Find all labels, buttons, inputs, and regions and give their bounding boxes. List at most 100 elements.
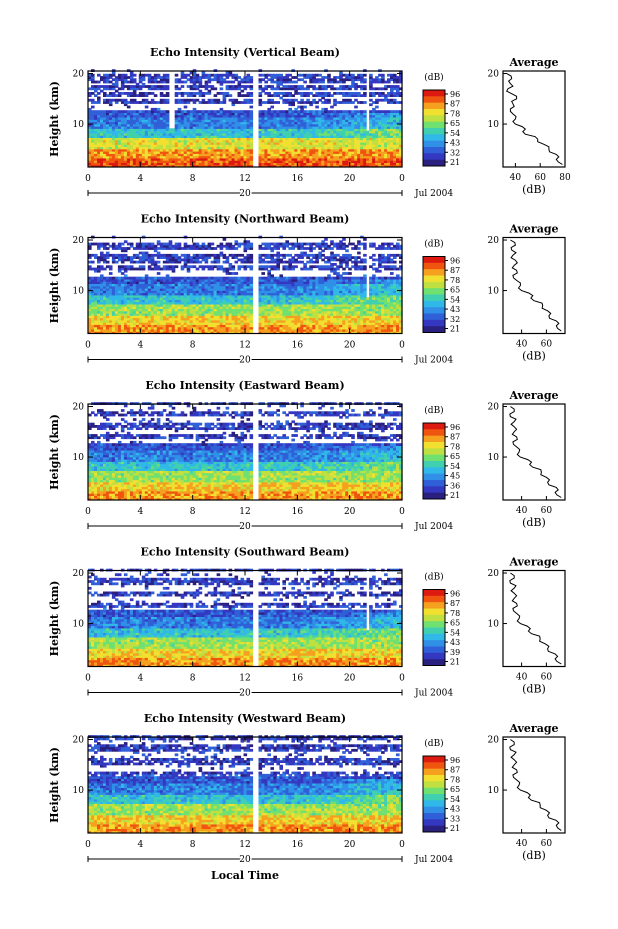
colorbar-tick-label: 43 [450,638,460,647]
date-marker: 20 [239,356,251,366]
colorbar-swatch [423,756,445,763]
colorbar-tick-label: 87 [450,599,460,608]
colorbar-tick-label: 33 [450,814,460,823]
colorbar-tick-label: 87 [450,433,460,442]
average-panel: Average 10 20 40 60(dB) [488,223,566,363]
average-panel: Average 10 20 40 60 80 (dB) [488,56,571,196]
panel-5: Echo Intensity (Westward Beam) 10 20 Height… [48,712,566,867]
average-x-tick-label: 60 [541,340,553,350]
x-tick-label: 16 [292,674,304,684]
date-marker: 20 [239,855,251,865]
average-x-tick-label: 60 [541,673,553,683]
x-tick-label: 12 [239,674,250,684]
colorbar-tick-label: 21 [450,658,460,667]
colorbar-swatch [423,159,445,167]
colorbar-swatch [423,492,445,500]
y-tick-label: 10 [73,453,85,463]
colorbar-tick-label: 32 [450,315,460,324]
colorbar-tick-label: 21 [450,325,460,334]
colorbar-swatch [423,762,445,770]
average-profile-line [509,739,562,831]
colorbar-tick-label: 54 [450,295,460,304]
colorbar-swatch [423,326,445,333]
colorbar-swatch [423,269,445,276]
average-x-tick-label: 80 [559,173,571,183]
x-tick-label: 16 [292,507,304,517]
colorbar-swatch [423,300,445,308]
colorbar-frame [422,755,446,833]
x-tick-label: 8 [190,174,196,184]
x-tick-label: 4 [137,674,143,684]
colorbar-swatch [423,90,445,97]
colorbar-swatch [423,275,445,283]
average-frame [502,569,566,668]
average-x-tick-label: 40 [516,839,528,849]
average-x-tick-label: 40 [516,506,528,516]
colorbar-tick-label: 43 [450,139,460,148]
colorbar-tick-label: 65 [450,286,460,295]
colorbar-swatch [423,140,445,148]
heatmap [88,69,403,168]
colorbar-tick-label: 78 [450,775,460,784]
x-tick-label: 12 [239,341,250,351]
y-axis-label: Height (km) [48,81,61,157]
colorbar-swatch [423,589,445,597]
average-x-tick-label: 40 [516,673,528,683]
colorbar-unit: (dB) [424,572,443,583]
colorbar-tick-label: 36 [450,481,460,490]
x-tick-label: 4 [137,840,143,850]
average-frame [502,736,566,834]
heatmap [88,235,403,334]
x-tick-label: 20 [344,507,356,517]
colorbar-swatch [423,423,445,430]
panel-title: Echo Intensity (Southward Beam) [141,546,350,559]
colorbar-swatch [423,262,445,270]
colorbar-swatch [423,800,445,808]
x-tick-label: 4 [137,507,143,517]
date-label: Jul 2004 [414,689,453,699]
colorbar-swatch [423,627,445,635]
colorbar-swatch [423,448,445,456]
colorbar-tick-label: 54 [450,129,460,138]
x-tick-label: 16 [292,341,304,351]
y-tick-label: 10 [73,620,85,630]
colorbar-swatch [423,646,445,654]
colorbar-tick-label: 54 [450,795,460,804]
average-title: Average [508,556,558,569]
average-y-tick-label: 10 [488,287,500,297]
y-tick-label: 20 [73,736,85,746]
x-tick-label: 0 [85,840,91,850]
x-tick-label: 20 [344,674,356,684]
y-axis-label: Height (km) [48,581,61,657]
average-y-tick-label: 10 [488,786,500,796]
colorbar-swatch [423,768,445,776]
colorbar-swatch [423,109,445,116]
colorbar-swatch [423,608,445,616]
x-tick-label: 4 [137,341,143,351]
colorbar-swatch [423,128,445,135]
colorbar-swatch [423,121,445,129]
colorbar-swatch [423,614,445,622]
average-title: Average [508,389,558,402]
y-tick-label: 20 [73,236,85,246]
colorbar-swatch [423,595,445,603]
y-axis-label: Height (km) [48,248,61,324]
colorbar-swatch [423,473,445,481]
x-tick-label: 16 [292,840,304,850]
colorbar-tick-label: 54 [450,628,460,637]
colorbar-tick-label: 43 [450,305,460,314]
average-y-tick-label: 20 [488,236,500,246]
average-x-tick-label: 40 [516,340,528,350]
x-tick-label: 20 [344,840,356,850]
colorbar-frame [422,89,446,167]
colorbar-tick-label: 87 [450,766,460,775]
panel-title: Echo Intensity (Eastward Beam) [145,379,344,392]
colorbar-swatch [423,102,445,110]
colorbar-tick-label: 78 [450,276,460,285]
average-y-tick-label: 10 [488,620,500,630]
colorbar-unit: (dB) [424,239,443,250]
panel-1: Echo Intensity (Vertical Beam) 10 20 Height… [48,46,571,201]
